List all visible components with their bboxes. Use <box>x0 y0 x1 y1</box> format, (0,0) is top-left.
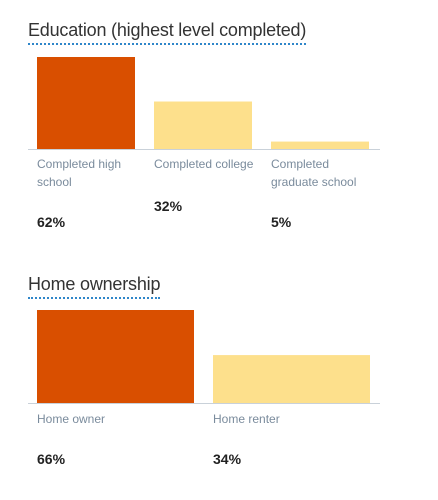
home-ownership-category-label-owner: Home owner <box>37 412 106 426</box>
education-bar-high-school <box>37 57 135 149</box>
home-ownership-value-label-renter: 34% <box>213 451 242 467</box>
education-category-label-high-school: Completed high school <box>37 157 122 189</box>
home-ownership-bar-chart <box>28 310 380 404</box>
home-ownership-chart-title: Home ownership <box>28 274 160 299</box>
education-value-label-college: 32% <box>154 198 183 214</box>
education-value-label-graduate-school: 5% <box>271 214 292 230</box>
education-bar-graduate-school <box>271 141 369 149</box>
home-ownership-bar-renter <box>213 355 370 403</box>
education-bar-college <box>154 101 252 149</box>
home-ownership-value-label-owner: 66% <box>37 451 66 467</box>
education-bar-chart <box>28 57 380 150</box>
education-chart-title: Education (highest level completed) <box>28 20 306 45</box>
home-ownership-category-label-renter: Home renter <box>213 412 280 426</box>
home-ownership-bar-owner <box>37 310 194 403</box>
education-category-label-college: Completed college <box>154 157 254 171</box>
education-value-label-high-school: 62% <box>37 214 66 230</box>
education-category-label-graduate-school: Completed graduate school <box>271 157 357 189</box>
